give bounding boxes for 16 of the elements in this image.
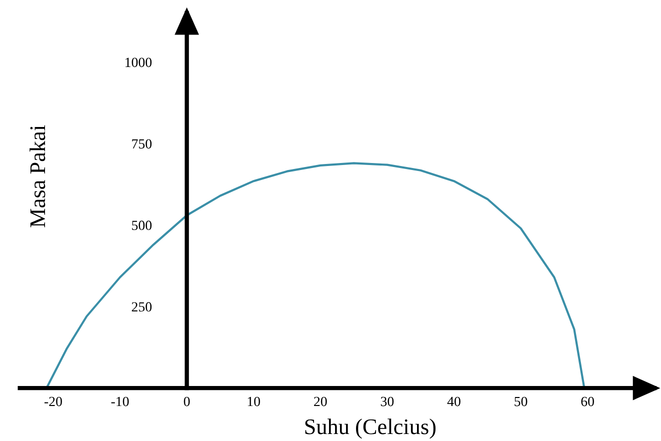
y-tick-label: 750: [132, 139, 152, 149]
x-tick-label: 0: [184, 396, 190, 406]
y-tick-label: 250: [132, 302, 152, 312]
x-axis-title: Suhu (Celcius): [305, 418, 436, 439]
x-tick-label: 20: [314, 396, 327, 406]
x-tick-label: 40: [447, 396, 460, 406]
x-tick-label: 30: [380, 396, 394, 406]
x-tick-label: -10: [111, 396, 129, 406]
y-tick-label: 1000: [126, 58, 152, 68]
line-series: [46, 162, 586, 388]
y-tick-label: 500: [132, 220, 152, 230]
y-axis-title: Masa Pakai: [30, 125, 46, 228]
x-tick-label: -20: [44, 396, 62, 406]
x-tick-label: 60: [581, 396, 594, 406]
x-tick-label: 10: [248, 396, 260, 406]
x-tick-label: 50: [514, 396, 528, 406]
